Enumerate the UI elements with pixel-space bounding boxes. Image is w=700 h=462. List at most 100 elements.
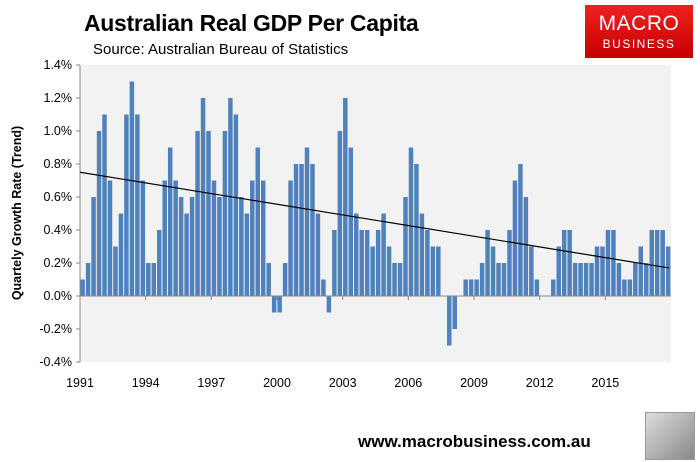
bar	[463, 279, 468, 296]
x-tick-label: 2000	[263, 376, 291, 390]
bar	[572, 263, 578, 296]
y-tick-label: 0.8%	[44, 157, 73, 171]
y-tick-label: -0.2%	[39, 322, 72, 336]
bar	[293, 164, 299, 296]
chart-subtitle: Source: Australian Bureau of Statistics	[93, 41, 349, 58]
bar	[627, 279, 633, 296]
bar	[419, 213, 425, 296]
bar	[113, 246, 118, 296]
bar	[189, 197, 195, 296]
bar	[222, 131, 228, 296]
bar	[654, 230, 660, 296]
bar	[578, 263, 583, 296]
logo-line2: BUSINESS	[602, 37, 676, 51]
bar	[146, 263, 151, 296]
bar	[343, 98, 348, 296]
logo-line1: MACRO	[598, 12, 680, 35]
x-tick-label: 1997	[197, 376, 225, 390]
x-tick-label: 1991	[66, 376, 94, 390]
bar	[561, 230, 567, 296]
bar	[217, 197, 222, 296]
bar	[507, 230, 512, 296]
bar	[375, 230, 381, 296]
y-tick-label: 1.0%	[44, 124, 73, 138]
bar	[266, 263, 271, 296]
bar	[321, 279, 326, 296]
bar	[310, 164, 315, 296]
bar	[359, 230, 364, 296]
bar	[167, 147, 173, 296]
bar	[534, 279, 540, 296]
footer-url: www.macrobusiness.com.au	[358, 432, 591, 451]
bar	[665, 246, 671, 296]
bar	[354, 213, 359, 296]
bar	[583, 263, 589, 296]
bar	[430, 246, 436, 296]
bar	[589, 263, 594, 296]
bar	[250, 180, 255, 296]
bar	[332, 230, 337, 296]
bar	[184, 213, 189, 296]
y-tick-label: 0.6%	[44, 190, 73, 204]
bar	[118, 213, 124, 296]
bar	[260, 180, 266, 296]
bar	[337, 131, 343, 296]
bar	[277, 296, 282, 313]
bar	[403, 197, 408, 296]
bar	[529, 246, 534, 296]
bar	[567, 230, 572, 296]
bar	[135, 114, 140, 296]
macrobusiness-logo: MACRO BUSINESS	[585, 5, 693, 58]
bar	[392, 263, 397, 296]
x-tick-label: 2012	[526, 376, 554, 390]
bar	[244, 213, 250, 296]
bar	[271, 296, 277, 313]
x-tick-label: 2009	[460, 376, 488, 390]
bar	[107, 180, 113, 296]
bar	[447, 296, 452, 346]
bar	[490, 246, 496, 296]
bar	[140, 180, 146, 296]
bar	[85, 263, 91, 296]
wolf-logo-icon	[645, 412, 695, 460]
bar	[649, 230, 654, 296]
bar	[425, 230, 430, 296]
bar	[299, 164, 304, 296]
bar	[255, 147, 260, 296]
y-tick-label: 1.4%	[44, 58, 73, 72]
y-tick-label: 0.4%	[44, 223, 73, 237]
bar	[523, 197, 529, 296]
bar	[348, 147, 354, 296]
bar	[96, 131, 102, 296]
y-tick-label: 0.2%	[44, 256, 73, 270]
bar	[370, 246, 375, 296]
bar	[200, 98, 206, 296]
bar	[102, 114, 107, 296]
plot-area	[80, 65, 671, 362]
bar	[611, 230, 616, 296]
bar	[485, 230, 490, 296]
bar	[474, 279, 479, 296]
bar	[414, 164, 419, 296]
bar	[288, 180, 293, 296]
bar	[282, 263, 288, 296]
bar	[551, 279, 556, 296]
bar	[206, 131, 211, 296]
chart-title: Australian Real GDP Per Capita	[84, 10, 419, 36]
x-tick-label: 2015	[591, 376, 619, 390]
bar	[638, 246, 644, 296]
bar	[233, 114, 239, 296]
x-tick-label: 2003	[329, 376, 357, 390]
bar	[512, 180, 518, 296]
y-tick-label: -0.4%	[39, 355, 72, 369]
bar	[151, 263, 157, 296]
bar	[239, 197, 244, 296]
bar	[408, 147, 414, 296]
y-tick-label: 1.2%	[44, 91, 73, 105]
bar	[173, 180, 178, 296]
x-tick-label: 2006	[394, 376, 422, 390]
bar	[124, 114, 129, 296]
bar	[496, 263, 501, 296]
bar	[80, 279, 85, 296]
